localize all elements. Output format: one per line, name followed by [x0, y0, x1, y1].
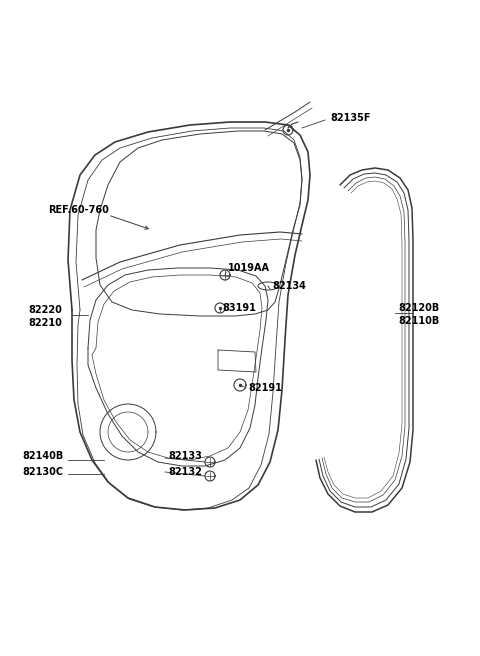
Text: 82134: 82134	[272, 281, 306, 291]
Text: 82135F: 82135F	[330, 113, 371, 123]
Text: 82210: 82210	[28, 318, 62, 328]
Text: 82191: 82191	[248, 383, 282, 393]
Text: 82220: 82220	[28, 305, 62, 315]
Text: 82140B: 82140B	[22, 451, 63, 461]
Text: 82132: 82132	[168, 467, 202, 477]
Text: 1019AA: 1019AA	[228, 263, 270, 273]
Text: 82110B: 82110B	[398, 316, 439, 326]
Text: 83191: 83191	[222, 303, 256, 313]
Text: 82130C: 82130C	[22, 467, 63, 477]
Text: 82120B: 82120B	[398, 303, 439, 313]
Text: 82133: 82133	[168, 451, 202, 461]
Text: REF.60-760: REF.60-760	[48, 205, 109, 215]
